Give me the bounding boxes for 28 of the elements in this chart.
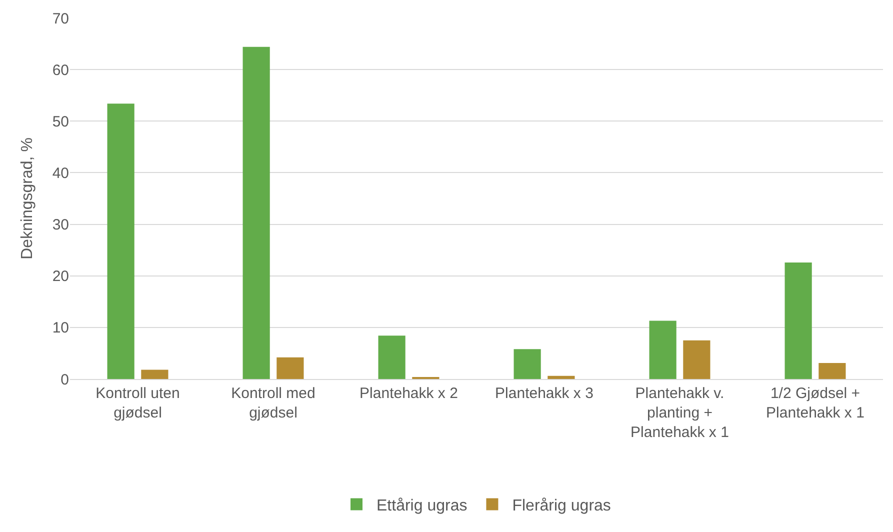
x-tick-label: Plantehakk x 2 xyxy=(360,385,458,402)
legend-label: Ettårig ugras xyxy=(376,497,468,514)
bar xyxy=(784,262,812,379)
bar xyxy=(548,376,575,379)
bar xyxy=(378,336,406,379)
y-tick-label: 30 xyxy=(52,216,69,234)
x-tick-label: Plantehakk v. planting + Plantehakk x 1 xyxy=(630,385,729,441)
y-axis-title: Dekningsgrad, % xyxy=(19,138,36,260)
bar xyxy=(141,370,168,379)
bar xyxy=(514,349,541,379)
y-tick-label: 10 xyxy=(52,320,69,337)
x-tick-label: Kontroll uten gjødsel xyxy=(96,385,180,422)
bar xyxy=(818,363,846,379)
y-tick-label: 70 xyxy=(52,10,69,28)
bar xyxy=(683,340,710,379)
bar xyxy=(242,46,270,379)
y-tick-label: 50 xyxy=(52,113,69,130)
y-tick-label: 20 xyxy=(52,268,69,286)
y-tick-label: 40 xyxy=(52,164,69,182)
legend-label: Flerårig ugras xyxy=(512,497,611,514)
x-tick-label: Kontroll med gjødsel xyxy=(231,385,316,422)
y-tick-label: 0 xyxy=(60,371,69,388)
x-tick-label: Plantehakk x 3 xyxy=(495,385,594,402)
bar xyxy=(276,357,304,379)
y-tick-label: 60 xyxy=(52,62,69,79)
x-tick-label: 1/2 Gjødsel + Plantehakk x 1 xyxy=(766,385,864,422)
bar xyxy=(649,320,676,379)
bar xyxy=(107,104,134,379)
